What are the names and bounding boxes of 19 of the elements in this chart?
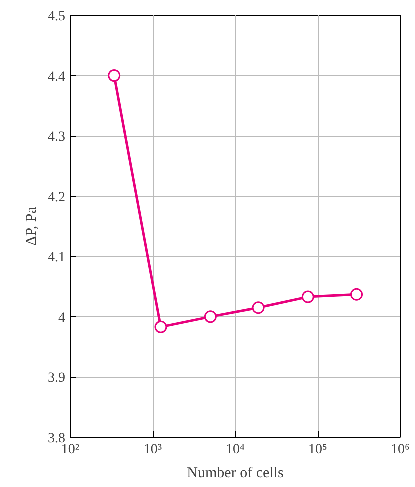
point — [154, 320, 168, 334]
y-tick-label: 4.5 — [48, 10, 66, 24]
y-tick-label: 4 — [58, 310, 66, 326]
y-axis-title: ΔP, Pa — [24, 206, 40, 246]
point — [252, 302, 265, 314]
y-tick-label: 4.4 — [48, 70, 66, 85]
x-tick-label: 10³ — [144, 442, 162, 458]
y-tick-label: 3.9 — [48, 371, 66, 386]
y-tick-label: 4.2 — [48, 190, 66, 206]
x-tick-label: 10⁵ — [308, 442, 328, 458]
y-tick-label: 4.1 — [48, 250, 66, 266]
x-tick-label: 10² — [61, 442, 80, 458]
x-tick-label: 10⁶ — [391, 442, 410, 458]
y-tick-label: 4.3 — [48, 130, 66, 146]
x-tick-label: 10⁴ — [226, 442, 246, 458]
point — [204, 310, 217, 324]
point — [350, 288, 364, 301]
x-axis-title: Number of cells — [187, 466, 284, 482]
point — [302, 290, 314, 304]
